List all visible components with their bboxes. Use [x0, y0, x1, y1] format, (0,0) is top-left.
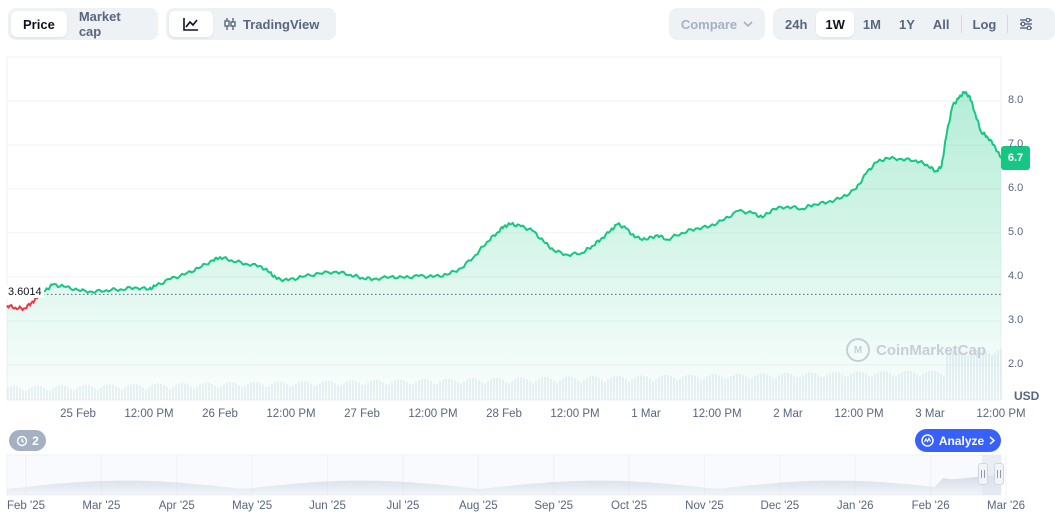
navigator-tick-label: Dec '25: [760, 500, 800, 512]
navigator-tick-label: Aug '25: [458, 500, 498, 512]
y-tick-label: 6.0: [1008, 181, 1024, 194]
analyze-button[interactable]: Analyze: [915, 429, 1001, 452]
log-scale-button[interactable]: Log: [972, 16, 997, 32]
y-tick-label: 5.0: [1008, 225, 1024, 238]
range-1m-tab[interactable]: 1M: [862, 16, 881, 32]
navigator-area: [7, 474, 1001, 495]
currency-label: USD: [1014, 389, 1040, 403]
navigator-tick-label: Jun '25: [309, 500, 346, 512]
chevron-down-icon: [743, 21, 753, 27]
history-icon: [16, 435, 28, 446]
y-tick-label: 7.0: [1008, 137, 1024, 150]
y-tick-label: 4.0: [1008, 269, 1024, 282]
x-tick-label: 27 Feb: [344, 408, 380, 420]
watermark-text: CoinMarketCap: [876, 341, 987, 359]
coinmarketcap-watermark: M CoinMarketCap: [846, 338, 986, 362]
x-tick-label: 12:00 PM: [692, 408, 742, 420]
x-tick-label: 26 Feb: [202, 408, 238, 420]
x-tick-label: 3 Mar: [915, 408, 945, 420]
toolbar-divider: [960, 15, 962, 33]
navigator-right-handle[interactable]: [994, 463, 1004, 485]
navigator-tick-label: Sep '25: [534, 500, 574, 512]
current-price-tag: 6.7: [1001, 146, 1030, 171]
price-area: [7, 91, 1001, 401]
navigator-left-handle[interactable]: [978, 463, 988, 485]
toolbar-divider: [1007, 15, 1009, 33]
line-chart-icon: [183, 18, 198, 31]
history-badge[interactable]: 2: [9, 430, 46, 451]
line-chart-button[interactable]: [169, 11, 213, 37]
x-tick-label: 12:00 PM: [124, 408, 174, 420]
price-line-down: [6, 293, 41, 312]
navigator-tick-label: Mar '25: [82, 500, 121, 512]
x-tick-label: 25 Feb: [60, 408, 96, 420]
y-tick-label: 8.0: [1008, 93, 1024, 106]
x-tick-label: 12:00 PM: [266, 408, 316, 420]
start-price-label: 3.6014: [6, 286, 44, 299]
navigator-tick-label: Mar '26: [987, 500, 1025, 512]
navigator-tick-label: Feb '26: [911, 500, 950, 512]
x-tick-label: 28 Feb: [486, 408, 522, 420]
range-1y-tab[interactable]: 1Y: [898, 16, 915, 32]
market-cap-tab[interactable]: Market cap: [78, 9, 121, 39]
tradingview-button[interactable]: TradingView: [213, 11, 329, 37]
x-tick-label: 2 Mar: [773, 408, 803, 420]
price-line: [38, 90, 1002, 297]
history-count: 2: [32, 433, 39, 448]
candlestick-icon: [224, 18, 236, 30]
x-tick-label: 12:00 PM: [408, 408, 458, 420]
settings-button[interactable]: [1010, 11, 1042, 37]
range-all-tab[interactable]: All: [932, 16, 950, 32]
ai-icon: [921, 434, 934, 447]
navigator-tick-label: Jul '25: [386, 500, 420, 512]
compare-label: Compare: [680, 16, 738, 32]
navigator-tick-label: Jan '26: [836, 500, 874, 512]
time-range-toggle: 24h 1W 1M 1Y All Log: [773, 8, 1055, 40]
navigator-tick-label: Apr '25: [158, 500, 195, 512]
y-tick-label: 2.0: [1008, 357, 1024, 370]
range-24h-tab[interactable]: 24h: [785, 16, 808, 32]
tradingview-label: TradingView: [243, 16, 320, 32]
navigator-tick-label: Feb '25: [7, 500, 45, 512]
coinmarketcap-logo-icon: M: [846, 338, 870, 362]
price-tab[interactable]: Price: [11, 11, 67, 37]
compare-dropdown[interactable]: Compare: [669, 8, 765, 40]
chevron-right-icon: [989, 436, 996, 445]
navigator-tick-label: Oct '25: [611, 500, 648, 512]
sliders-icon: [1020, 18, 1033, 30]
x-tick-label: 1 Mar: [631, 408, 661, 420]
chart-type-toggle: Price Market cap: [8, 8, 158, 40]
x-tick-label: 12:00 PM: [550, 408, 600, 420]
navigator-tick-label: May '25: [232, 500, 273, 512]
x-tick-label: 12:00 PM: [834, 408, 884, 420]
navigator-tick-label: Nov '25: [685, 500, 724, 512]
range-1w-tab[interactable]: 1W: [816, 11, 854, 37]
x-tick-label: 12:00 PM: [976, 408, 1026, 420]
y-tick-label: 3.0: [1008, 313, 1024, 326]
chart-view-toggle: TradingView: [166, 8, 336, 40]
analyze-label: Analyze: [938, 433, 985, 448]
